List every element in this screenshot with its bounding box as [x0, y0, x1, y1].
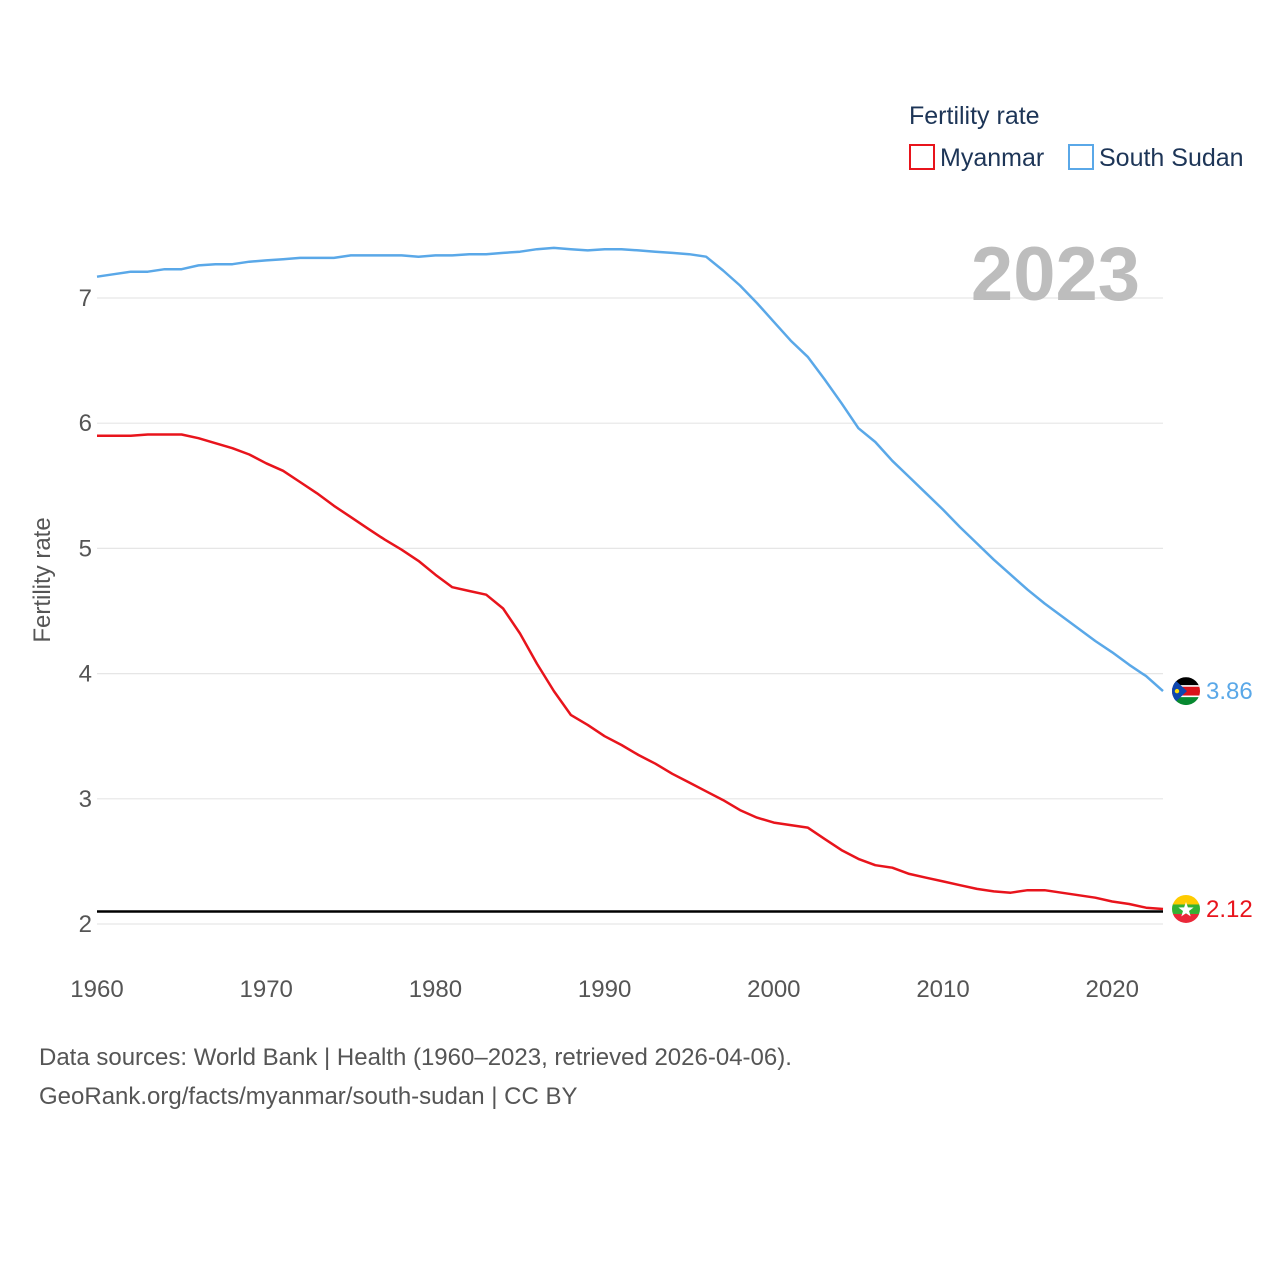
y-tick-label: 7 — [79, 285, 92, 312]
legend-swatch-myanmar — [909, 144, 935, 170]
legend-swatch-south-sudan — [1068, 144, 1094, 170]
x-tick-label: 2020 — [1086, 976, 1139, 1003]
y-tick-label: 2 — [79, 911, 92, 938]
x-tick-label: 2010 — [916, 976, 969, 1003]
y-tick-label: 3 — [79, 786, 92, 813]
end-value-label-myanmar: 2.12 — [1206, 896, 1253, 923]
series-line-myanmar[interactable] — [97, 433, 1164, 911]
y-tick-label: 5 — [79, 535, 92, 562]
x-axis-ticks: 1960 1970 1980 1990 2000 2010 2020 — [70, 976, 1139, 1003]
series-lines — [96, 246, 1164, 911]
x-tick-label: 1970 — [240, 976, 293, 1003]
series-line-south-sudan[interactable] — [96, 246, 1164, 693]
y-tick-label: 6 — [79, 410, 92, 437]
data-sources-note: Data sources: World Bank | Health (1960–… — [39, 1044, 792, 1071]
end-value-label-south-sudan: 3.86 — [1206, 678, 1253, 705]
south-sudan-flag-icon — [1172, 677, 1200, 706]
legend-label-south-sudan: South Sudan — [1099, 144, 1244, 172]
legend-item-south-sudan[interactable]: South Sudan — [1068, 144, 1244, 172]
x-tick-label: 1980 — [409, 976, 462, 1003]
y-tick-label: 4 — [79, 661, 92, 688]
y-axis-ticks: 2 3 4 5 6 7 — [79, 285, 92, 938]
y-axis-title: Fertility rate — [29, 517, 56, 642]
series-endpoints: 2.12 3.86 — [1172, 677, 1253, 923]
myanmar-flag-icon — [1172, 894, 1200, 923]
legend[interactable]: Fertility rate Myanmar South Sudan — [909, 102, 1244, 172]
x-tick-label: 1990 — [578, 976, 631, 1003]
x-tick-label: 1960 — [70, 976, 123, 1003]
x-tick-label: 2000 — [747, 976, 800, 1003]
legend-label-myanmar: Myanmar — [940, 144, 1044, 172]
legend-title: Fertility rate — [909, 102, 1040, 130]
legend-item-myanmar[interactable]: Myanmar — [909, 144, 1044, 172]
year-watermark: 2023 — [971, 232, 1140, 317]
gridlines — [97, 297, 1163, 925]
source-link[interactable]: GeoRank.org/facts/myanmar/south-sudan | … — [39, 1083, 578, 1110]
